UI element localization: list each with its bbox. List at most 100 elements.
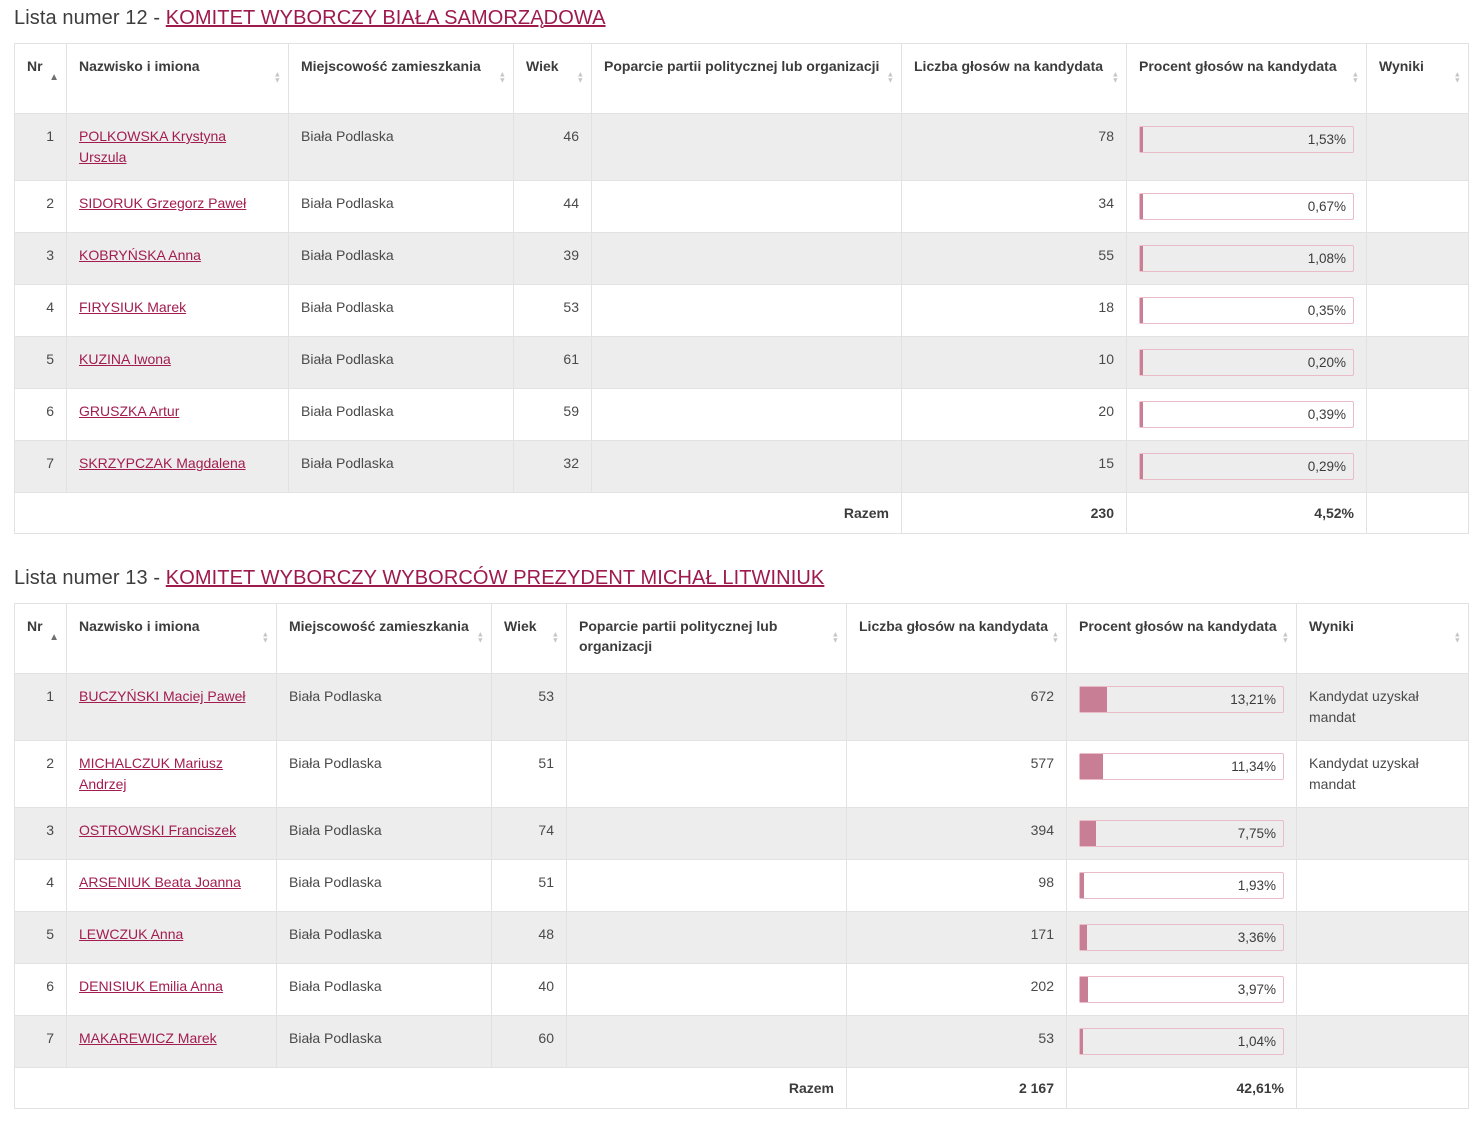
summary-results-empty (1296, 1067, 1469, 1109)
candidate-link[interactable]: KUZINA Iwona (79, 351, 171, 367)
cell-nr: 2 (14, 180, 67, 233)
candidate-link[interactable]: SIDORUK Grzegorz Paweł (79, 195, 247, 211)
cell-result (1296, 807, 1469, 860)
candidate-row: 3 OSTROWSKI Franciszek Biała Podlaska 74 394… (14, 807, 1469, 860)
cell-name: POLKOWSKA Krystyna Urszula (66, 113, 289, 181)
cell-votes: 672 (846, 673, 1067, 741)
cell-result (1366, 440, 1469, 493)
column-header-name[interactable]: Nazwisko i imiona ▲ ▼ (66, 43, 289, 114)
committee-link[interactable]: KOMITET WYBORCZY BIAŁA SAMORZĄDOWA (165, 7, 606, 29)
percent-bar: 1,93% (1079, 872, 1284, 899)
cell-name: FIRYSIUK Marek (66, 284, 289, 337)
column-header-nr[interactable]: Nr ▲ (14, 43, 67, 114)
candidate-link[interactable]: MAKAREWICZ Marek (79, 1030, 217, 1046)
percent-label: 3,97% (1237, 982, 1276, 997)
cell-city: Biała Podlaska (276, 740, 492, 808)
column-header-city[interactable]: Miejscowość zamieszkania ▲ ▼ (276, 603, 492, 674)
summary-total-votes: 230 (901, 492, 1127, 534)
percent-bar-fill (1080, 873, 1084, 898)
column-header-percent[interactable]: Procent głosów na kandydata ▲ ▼ (1126, 43, 1367, 114)
column-header-label: Poparcie partii politycznej lub organiza… (604, 58, 880, 74)
cell-nr: 3 (14, 807, 67, 860)
candidate-row: 6 GRUSZKA Artur Biała Podlaska 59 20 0,39% (14, 388, 1469, 441)
cell-votes: 98 (846, 859, 1067, 912)
cell-percent: 3,97% (1066, 963, 1297, 1016)
percent-label: 0,67% (1307, 199, 1346, 214)
percent-label: 0,20% (1307, 355, 1346, 370)
candidate-link[interactable]: DENISIUK Emilia Anna (79, 978, 223, 994)
list-section-13: Lista numer 13 - KOMITET WYBORCZY WYBORC… (14, 534, 1469, 1109)
column-header-support[interactable]: Poparcie partii politycznej lub organiza… (591, 43, 902, 114)
cell-city: Biała Podlaska (288, 440, 514, 493)
percent-bar: 0,35% (1139, 297, 1354, 324)
column-header-votes[interactable]: Liczba głosów na kandydata ▲ ▼ (846, 603, 1067, 674)
column-header-label: Wiek (504, 618, 537, 634)
candidate-row: 1 POLKOWSKA Krystyna Urszula Biała Podlask… (14, 113, 1469, 181)
column-header-support[interactable]: Poparcie partii politycznej lub organiza… (566, 603, 847, 674)
cell-age: 59 (513, 388, 592, 441)
column-header-age[interactable]: Wiek ▲ ▼ (491, 603, 567, 674)
candidate-link[interactable]: MICHALCZUK Mariusz Andrzej (79, 755, 223, 792)
candidate-link[interactable]: LEWCZUK Anna (79, 926, 184, 942)
cell-votes: 78 (901, 113, 1127, 181)
cell-city: Biała Podlaska (288, 388, 514, 441)
cell-name: LEWCZUK Anna (66, 911, 277, 964)
list-title-prefix: Lista numer 12 - (14, 7, 166, 29)
cell-support (566, 807, 847, 860)
column-header-results[interactable]: Wyniki ▲ ▼ (1296, 603, 1469, 674)
percent-label: 0,39% (1307, 407, 1346, 422)
candidate-link[interactable]: ARSENIUK Beata Joanna (79, 874, 241, 890)
percent-label: 0,35% (1307, 303, 1346, 318)
column-header-results[interactable]: Wyniki ▲ ▼ (1366, 43, 1469, 114)
cell-age: 60 (491, 1015, 567, 1068)
cell-city: Biała Podlaska (288, 284, 514, 337)
cell-support (566, 911, 847, 964)
cell-support (591, 232, 902, 285)
percent-bar-fill (1140, 127, 1144, 152)
column-header-nr[interactable]: Nr ▲ (14, 603, 67, 674)
candidate-link[interactable]: GRUSZKA Artur (79, 403, 180, 419)
column-header-age[interactable]: Wiek ▲ ▼ (513, 43, 592, 114)
candidate-link[interactable]: BUCZYŃSKI Maciej Paweł (79, 688, 246, 704)
candidate-link[interactable]: KOBRYŃSKA Anna (79, 247, 201, 263)
percent-bar: 0,39% (1139, 401, 1354, 428)
percent-label: 11,34% (1231, 759, 1276, 774)
cell-support (566, 673, 847, 741)
cell-nr: 4 (14, 859, 67, 912)
cell-percent: 11,34% (1066, 740, 1297, 808)
cell-support (566, 1015, 847, 1068)
candidate-row: 7 MAKAREWICZ Marek Biała Podlaska 60 53 1,04% (14, 1015, 1469, 1068)
cell-percent: 1,93% (1066, 859, 1297, 912)
candidate-link[interactable]: POLKOWSKA Krystyna Urszula (79, 128, 227, 165)
cell-percent: 0,67% (1126, 180, 1367, 233)
cell-name: BUCZYŃSKI Maciej Paweł (66, 673, 277, 741)
cell-votes: 15 (901, 440, 1127, 493)
candidate-row: 2 SIDORUK Grzegorz Paweł Biała Podlaska 44 3… (14, 180, 1469, 233)
column-header-votes[interactable]: Liczba głosów na kandydata ▲ ▼ (901, 43, 1127, 114)
column-header-city[interactable]: Miejscowość zamieszkania ▲ ▼ (288, 43, 514, 114)
column-header-label: Nazwisko i imiona (79, 58, 200, 74)
candidate-link[interactable]: SKRZYPCZAK Magdalena (79, 455, 246, 471)
percent-label: 13,21% (1230, 692, 1276, 707)
percent-bar-fill (1080, 687, 1107, 712)
sort-toggle-icon: ▲ ▼ (886, 68, 894, 85)
percent-label: 1,53% (1307, 132, 1346, 147)
candidate-link[interactable]: FIRYSIUK Marek (79, 299, 187, 315)
committee-link[interactable]: KOMITET WYBORCZY WYBORCÓW PREZYDENT MICH… (165, 567, 825, 589)
cell-city: Biała Podlaska (288, 113, 514, 181)
column-header-percent[interactable]: Procent głosów na kandydata ▲ ▼ (1066, 603, 1297, 674)
cell-age: 44 (513, 180, 592, 233)
column-header-name[interactable]: Nazwisko i imiona ▲ ▼ (66, 603, 277, 674)
cell-support (591, 180, 902, 233)
cell-name: ARSENIUK Beata Joanna (66, 859, 277, 912)
cell-result (1296, 1015, 1469, 1068)
cell-nr: 7 (14, 1015, 67, 1068)
column-header-label: Liczba głosów na kandydata (859, 618, 1049, 634)
candidate-link[interactable]: OSTROWSKI Franciszek (79, 822, 237, 838)
cell-age: 51 (491, 740, 567, 808)
cell-votes: 34 (901, 180, 1127, 233)
percent-bar-fill (1140, 298, 1143, 323)
candidate-row: 1 BUCZYŃSKI Maciej Paweł Biała Podlaska 53 6… (14, 673, 1469, 741)
cell-nr: 6 (14, 388, 67, 441)
